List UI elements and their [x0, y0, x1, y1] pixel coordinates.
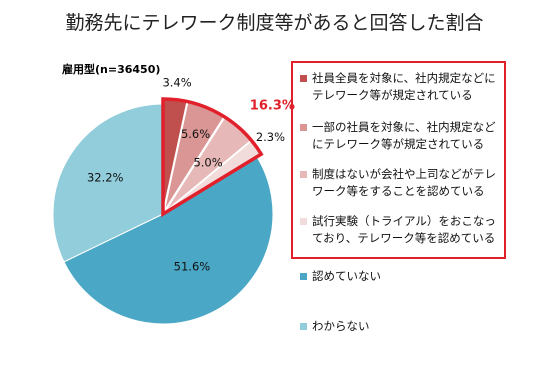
legend-item: 社員全員を対象に、社内規定などにテレワーク等が規定されている [300, 70, 505, 104]
highlight-label: 16.3% [250, 99, 295, 114]
legend-label: 試行実験（トライアル）をおこなっており、テレワーク等を認めている [312, 214, 496, 245]
legend-item: 試行実験（トライアル）をおこなっており、テレワーク等を認めている [300, 213, 505, 247]
pie-slice [63, 156, 274, 325]
legend-label: 制度はないが会社や上司などがテレワーク等をすることを認めている [312, 167, 496, 198]
legend-swatch [300, 218, 307, 225]
data-label: 3.4% [162, 75, 191, 89]
chart-title: 勤務先にテレワーク制度等があると回答した割合 [65, 12, 484, 34]
highlight-outline [161, 97, 264, 218]
legend-swatch [300, 323, 307, 330]
data-label: 5.0% [193, 155, 222, 169]
pie-slice [52, 103, 164, 263]
legend-swatch [300, 171, 307, 178]
legend-item: 制度はないが会社や上司などがテレワーク等をすることを認めている [300, 166, 505, 200]
legend-label: わからない [312, 319, 370, 333]
legend-item: 認めていない [300, 268, 505, 285]
legend-item: 一部の社員を対象に、社内規定などにテレワーク等が規定されている [300, 119, 505, 153]
legend-swatch [300, 75, 307, 82]
legend-item: わからない [300, 318, 505, 335]
data-label: 32.2% [87, 170, 124, 184]
subtitle: 雇用型(n=36450) [62, 62, 160, 76]
legend-swatch [300, 124, 307, 131]
legend-label: 社員全員を対象に、社内規定などにテレワーク等が規定されている [312, 71, 496, 102]
legend-label: 一部の社員を対象に、社内規定などにテレワーク等が規定されている [312, 120, 496, 151]
legend-label: 認めていない [312, 269, 381, 283]
data-label: 2.3% [256, 130, 285, 144]
data-label: 5.6% [181, 127, 210, 141]
legend-swatch [300, 273, 307, 280]
data-label: 51.6% [174, 260, 211, 274]
legend-highlight-box [291, 61, 506, 259]
